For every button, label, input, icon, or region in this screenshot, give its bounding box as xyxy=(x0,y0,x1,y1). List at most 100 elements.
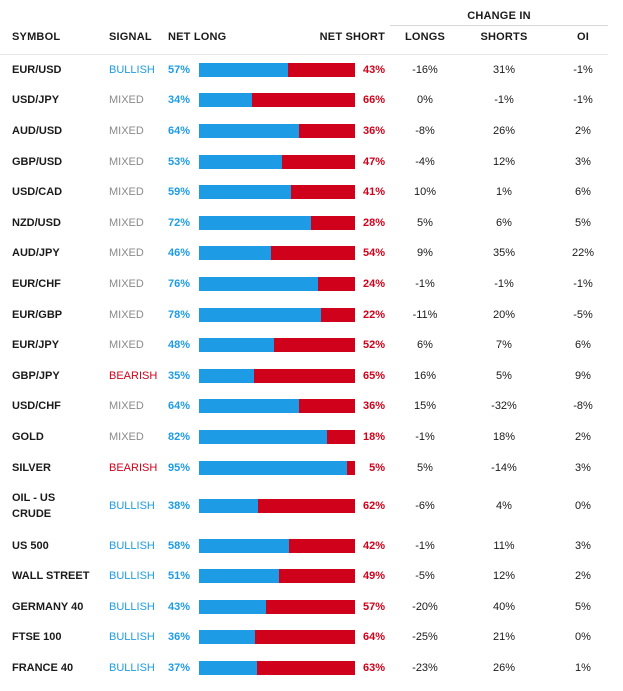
net-long-bar xyxy=(199,369,254,383)
symbol-cell[interactable]: EUR/JPY xyxy=(12,339,60,351)
change-shorts-value: 7% xyxy=(496,338,512,351)
sentiment-bar xyxy=(199,630,355,644)
change-shorts-value: 31% xyxy=(492,63,516,76)
net-long-value: 95% xyxy=(168,461,191,474)
net-long-value: 59% xyxy=(168,185,191,198)
net-long-value: 43% xyxy=(168,600,191,613)
symbol-cell[interactable]: EUR/GBP xyxy=(12,309,63,321)
net-long-column-header: NET LONG xyxy=(168,31,227,43)
table-row: AUD/USD MIXED 64% 36% -8% 26% 2% xyxy=(0,116,623,146)
net-long-value: 36% xyxy=(168,630,191,643)
sentiment-bar xyxy=(199,399,355,413)
change-longs-value: 15% xyxy=(413,399,437,412)
net-short-value: 64% xyxy=(362,630,385,643)
change-shorts-value: 1% xyxy=(496,185,512,198)
change-longs-value: 9% xyxy=(417,246,433,259)
change-longs-value: 6% xyxy=(417,338,433,351)
net-long-bar xyxy=(199,277,318,291)
change-longs-value: 16% xyxy=(413,369,437,382)
table-row: US 500 BULLISH 58% 42% -1% 11% 3% xyxy=(0,531,623,561)
change-shorts-value: 35% xyxy=(492,246,516,259)
symbol-cell[interactable]: NZD/USD xyxy=(12,217,61,229)
net-short-value: 24% xyxy=(362,277,385,290)
table-row: WALL STREET BULLISH 51% 49% -5% 12% 2% xyxy=(0,561,623,591)
net-long-value: 58% xyxy=(168,539,191,552)
net-long-bar xyxy=(199,499,259,513)
net-long-value: 48% xyxy=(168,338,191,351)
table-row: SILVER BEARISH 95% 5% 5% -14% 3% xyxy=(0,453,623,483)
symbol-cell[interactable]: EUR/USD xyxy=(12,64,62,76)
signal-label: MIXED xyxy=(109,93,144,106)
change-shorts-value: 20% xyxy=(492,308,516,321)
net-long-value: 78% xyxy=(168,308,191,321)
symbol-cell[interactable]: GBP/USD xyxy=(12,156,63,168)
net-short-bar xyxy=(252,93,355,107)
change-longs-value: -25% xyxy=(412,630,438,643)
signal-label: BEARISH xyxy=(109,461,158,474)
table-row: FTSE 100 BULLISH 36% 64% -25% 21% 0% xyxy=(0,622,623,652)
net-short-bar xyxy=(287,63,355,77)
net-short-column-header: NET SHORT xyxy=(319,31,385,43)
change-longs-value: -6% xyxy=(415,499,435,512)
symbol-cell[interactable]: US 500 xyxy=(12,540,49,552)
change-shorts-value: 40% xyxy=(492,600,516,613)
symbol-cell[interactable]: FRANCE 40 xyxy=(12,662,74,674)
symbol-cell[interactable]: OIL - US CRUDE xyxy=(12,492,56,520)
signal-label: MIXED xyxy=(109,430,144,443)
change-oi-value: 6% xyxy=(575,338,591,351)
net-long-value: 53% xyxy=(168,155,191,168)
symbol-cell[interactable]: AUD/JPY xyxy=(12,247,60,259)
signal-label: MIXED xyxy=(109,185,144,198)
net-short-value: 36% xyxy=(362,124,385,137)
symbol-column-header: SYMBOL xyxy=(12,31,61,43)
symbol-cell[interactable]: WALL STREET xyxy=(12,570,90,582)
symbol-cell[interactable]: USD/CAD xyxy=(12,186,63,198)
change-longs-value: 0% xyxy=(417,93,433,106)
symbol-cell[interactable]: USD/JPY xyxy=(12,94,60,106)
change-oi-value: 22% xyxy=(571,246,595,259)
net-short-bar xyxy=(258,499,355,513)
net-short-value: 66% xyxy=(362,93,385,106)
net-short-bar xyxy=(291,185,355,199)
net-long-bar xyxy=(199,216,312,230)
change-longs-value: -16% xyxy=(412,63,438,76)
symbol-cell[interactable]: EUR/CHF xyxy=(12,278,61,290)
signal-label: MIXED xyxy=(109,155,144,168)
signal-label: MIXED xyxy=(109,277,144,290)
symbol-cell[interactable]: GBP/JPY xyxy=(12,370,60,382)
change-longs-value: -20% xyxy=(412,600,438,613)
sentiment-bar xyxy=(199,246,355,260)
signal-label: BULLISH xyxy=(109,630,155,643)
sentiment-bar xyxy=(199,569,355,583)
sentiment-bar xyxy=(199,499,355,513)
symbol-cell[interactable]: GOLD xyxy=(12,431,44,443)
symbol-cell[interactable]: USD/CHF xyxy=(12,400,61,412)
symbol-cell[interactable]: GERMANY 40 xyxy=(12,601,84,613)
signal-label: BEARISH xyxy=(109,369,158,382)
table-row: GOLD MIXED 82% 18% -1% 18% 2% xyxy=(0,422,623,452)
table-row: USD/JPY MIXED 34% 66% 0% -1% -1% xyxy=(0,85,623,115)
sentiment-bar xyxy=(199,539,355,553)
net-short-value: 65% xyxy=(362,369,385,382)
symbol-cell[interactable]: AUD/USD xyxy=(12,125,63,137)
change-oi-value: 1% xyxy=(575,661,591,674)
net-long-value: 38% xyxy=(168,499,191,512)
symbol-cell[interactable]: SILVER xyxy=(12,462,51,474)
symbol-cell[interactable]: FTSE 100 xyxy=(12,631,62,643)
net-long-value: 64% xyxy=(168,124,191,137)
change-shorts-value: 11% xyxy=(493,539,515,552)
header-divider xyxy=(0,54,608,55)
net-long-bar xyxy=(199,308,321,322)
change-longs-value: 5% xyxy=(417,216,433,229)
net-short-bar xyxy=(273,338,355,352)
change-shorts-value: -1% xyxy=(494,93,514,106)
sentiment-bar xyxy=(199,600,355,614)
change-shorts-value: 5% xyxy=(496,369,512,382)
longs-column-header: LONGS xyxy=(404,31,446,43)
net-short-value: 43% xyxy=(362,63,385,76)
change-in-header: CHANGE IN xyxy=(390,10,608,26)
change-oi-value: 0% xyxy=(575,499,591,512)
sentiment-bar xyxy=(199,216,355,230)
signal-label: MIXED xyxy=(109,399,144,412)
sentiment-bar xyxy=(199,277,355,291)
